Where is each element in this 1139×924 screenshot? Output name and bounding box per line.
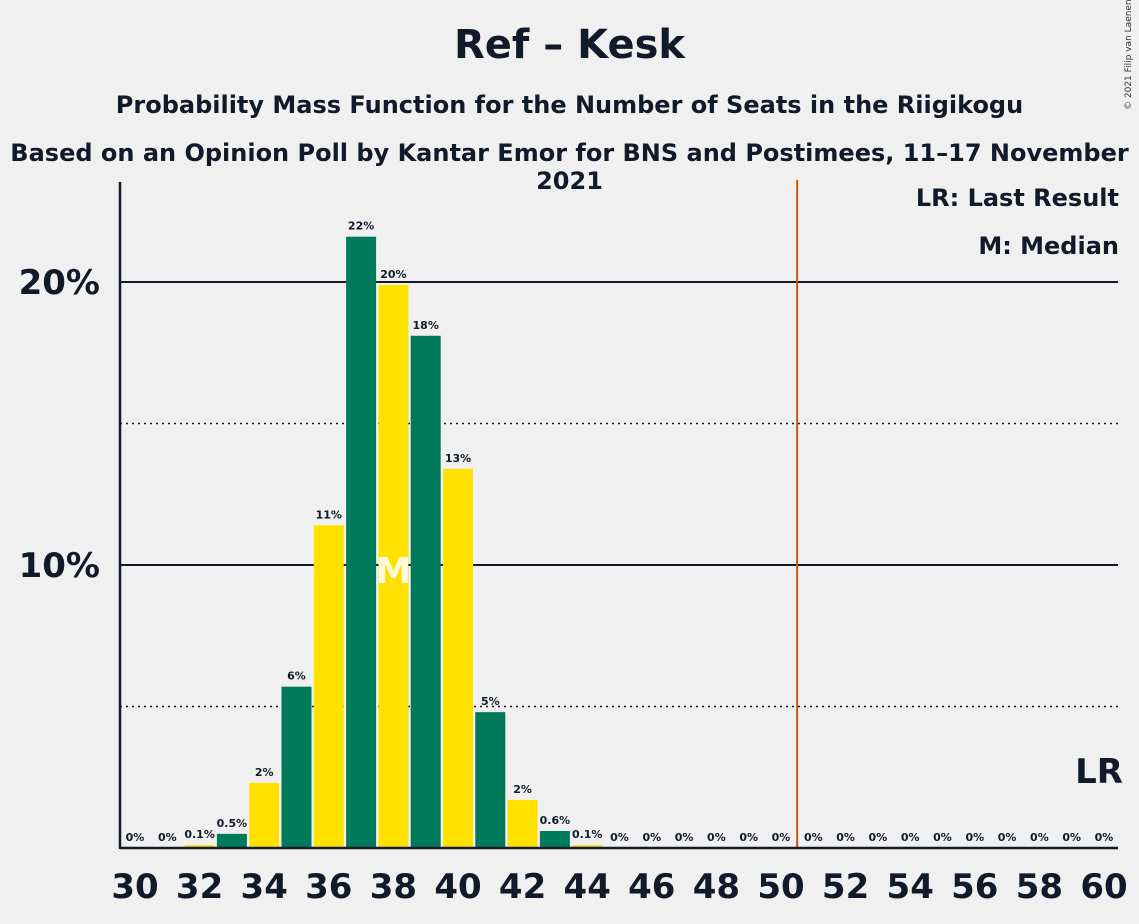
bar-value-label: 0.1%	[572, 828, 603, 841]
chart-subtitle: Probability Mass Function for the Number…	[115, 91, 1024, 119]
bar	[443, 468, 473, 848]
bar-value-label: 0%	[933, 831, 952, 844]
bar-value-label: 11%	[316, 508, 342, 521]
bar	[475, 712, 506, 848]
bar-value-label: 20%	[380, 268, 406, 281]
bar-value-label: 0%	[610, 831, 629, 844]
bar-value-label: 0%	[901, 831, 920, 844]
x-tick-label: 46	[628, 867, 675, 907]
legend-median: M: Median	[978, 232, 1119, 260]
last-result-marker: LR	[1075, 752, 1123, 792]
bars: 0% 0% 0.1%0.5%2%6%11%22%20%18%13%5%2%0.6%0…	[126, 220, 1114, 849]
bar-value-label: 0%	[965, 831, 984, 844]
bar-value-label: 0%	[126, 831, 145, 844]
bar	[507, 799, 538, 848]
bar-value-label: 0%	[707, 831, 726, 844]
bar-value-label: 0%	[1095, 831, 1114, 844]
bar-value-label: 22%	[348, 220, 374, 233]
bar	[216, 833, 247, 848]
x-tick-label: 54	[887, 867, 934, 907]
bar	[346, 236, 377, 849]
x-tick-label: 36	[305, 867, 352, 907]
bar-value-label: 0%	[158, 831, 177, 844]
bar-value-label: 0%	[739, 831, 758, 844]
bar-value-label: 0%	[998, 831, 1017, 844]
x-tick-label: 58	[1016, 867, 1063, 907]
bar	[572, 845, 603, 848]
bar-value-label: 0%	[1030, 831, 1049, 844]
x-tick-label: 56	[951, 867, 998, 907]
bar-value-label: 0%	[804, 831, 823, 844]
chart-title: Ref – Kesk	[453, 22, 685, 68]
bar-value-label: 5%	[481, 695, 500, 708]
bar	[313, 525, 344, 848]
legend-last-result: LR: Last Result	[915, 184, 1119, 212]
bar-value-label: 0.6%	[540, 814, 571, 827]
bar-value-label: 0%	[836, 831, 855, 844]
bar-value-label: 2%	[255, 766, 274, 779]
x-tick-label: 40	[434, 867, 481, 907]
x-tick-label: 50	[757, 867, 804, 907]
bar	[184, 845, 215, 848]
bar-value-label: 0%	[642, 831, 661, 844]
axes: 10% 20% 30 32 34 36 38 40 42 44 46 48 50 52 54 56 58 60	[19, 180, 1128, 907]
x-tick-label: 38	[370, 867, 417, 907]
x-tick-label: 34	[241, 867, 288, 907]
bar-value-label: 0%	[675, 831, 694, 844]
x-tick-label: 60	[1080, 867, 1127, 907]
bar-value-label: 2%	[513, 783, 532, 796]
bar-value-label: 0%	[1062, 831, 1081, 844]
bar-value-label: 0.5%	[217, 817, 248, 830]
bar	[281, 686, 312, 848]
bar	[539, 831, 570, 848]
x-tick-label: 30	[111, 867, 158, 907]
chart-source-line: Based on an Opinion Poll by Kantar Emor …	[10, 139, 1129, 195]
y-tick-label: 10%	[19, 546, 100, 586]
bar-value-label: 18%	[413, 319, 439, 332]
x-tick-label: 48	[693, 867, 740, 907]
x-tick-label: 42	[499, 867, 546, 907]
bar-value-label: 0.1%	[184, 828, 215, 841]
bar	[410, 335, 441, 848]
bar	[378, 284, 409, 849]
x-tick-label: 44	[564, 867, 611, 907]
bar-value-label: 13%	[445, 452, 471, 465]
y-tick-label: 20%	[19, 263, 100, 303]
bar-value-label: 0%	[772, 831, 791, 844]
gridlines	[120, 281, 1118, 708]
bar-value-label: 6%	[287, 670, 306, 683]
x-tick-label: 52	[822, 867, 869, 907]
x-tick-label: 32	[176, 867, 223, 907]
median-marker: M	[375, 551, 411, 592]
bar-value-label: 0%	[869, 831, 888, 844]
bar	[249, 782, 280, 848]
